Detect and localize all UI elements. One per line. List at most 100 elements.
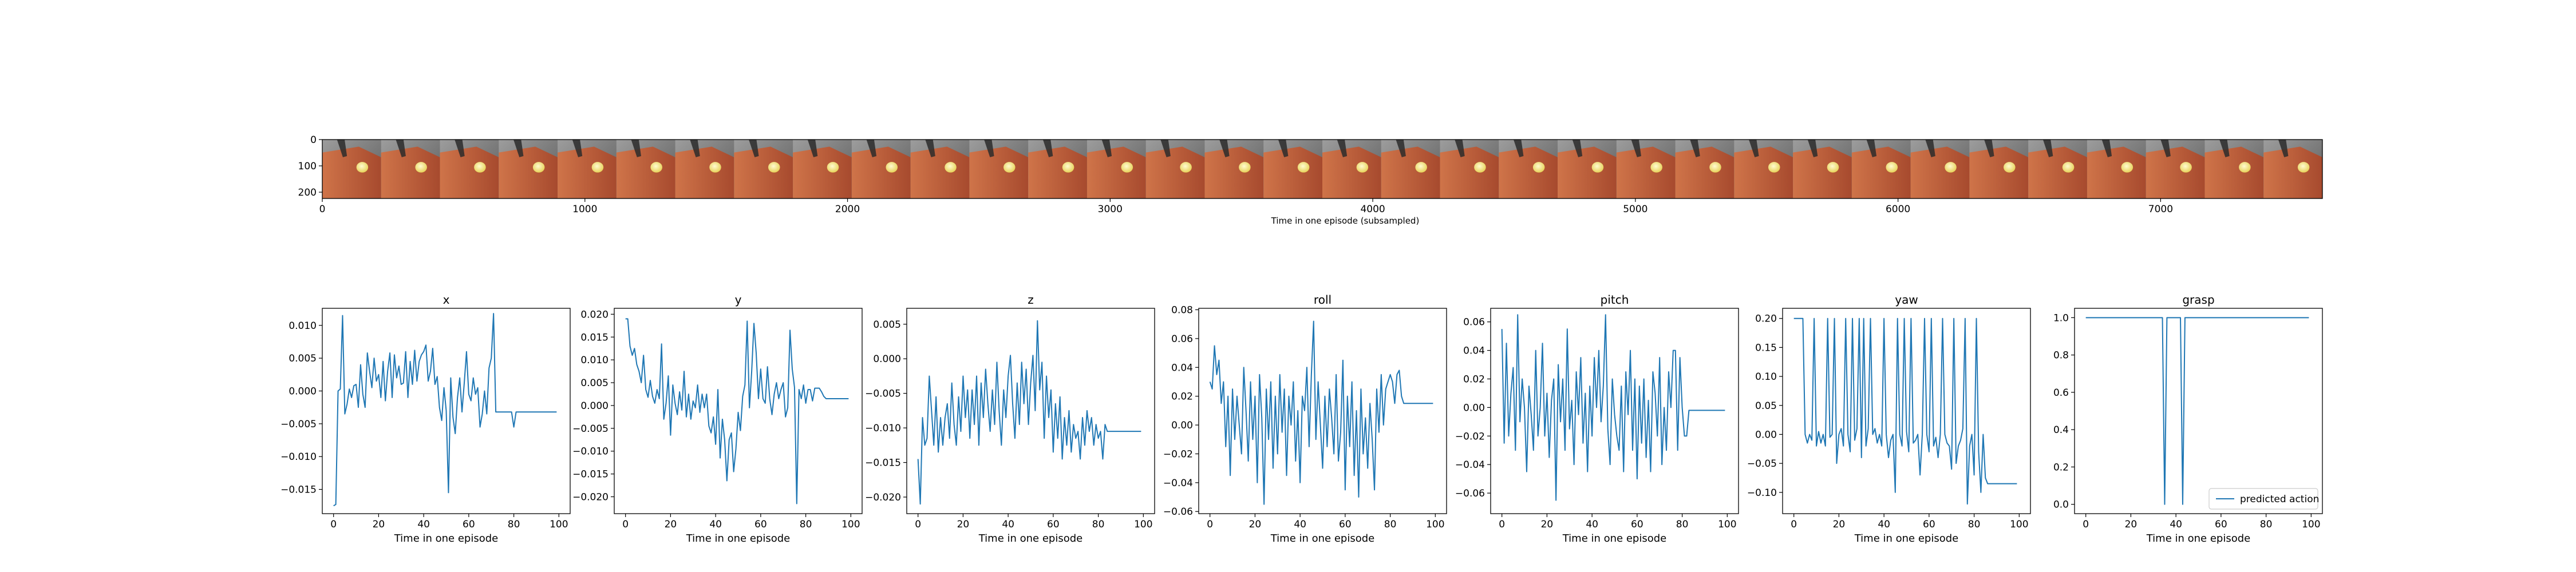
episode-frame (793, 140, 852, 198)
y-tick-label: 0.005 (580, 378, 609, 389)
series-line (625, 318, 849, 505)
y-tick-label: 0.010 (580, 355, 609, 366)
y-tick-label: 0.000 (580, 400, 609, 412)
y-tick-label: 0.000 (873, 353, 901, 365)
x-tick-label: 80 (1092, 519, 1105, 530)
panel-title: z (1028, 293, 1034, 307)
episode-frame (2204, 140, 2264, 198)
y-tick-label: 0.00 (1463, 402, 1485, 414)
plot-frame (2074, 308, 2323, 514)
legend-box (2208, 488, 2318, 510)
y-tick-label: −0.02 (1455, 431, 1485, 442)
x-tick-label: 60 (463, 519, 475, 530)
episode-frame (1793, 140, 1852, 198)
episode-frame (1263, 140, 1323, 198)
image-strip-frame-border (322, 139, 2323, 199)
y-tick-label: 0.005 (873, 319, 901, 331)
image-strip-frames (322, 140, 2323, 198)
y-tick-label: 0.02 (1463, 374, 1485, 385)
plot-frame (1198, 308, 1447, 514)
y-tick-label: 0.000 (289, 386, 317, 398)
x-tick-label: 100 (1134, 519, 1152, 530)
x-tick-label: 60 (1047, 519, 1060, 530)
episode-frame (1675, 140, 1735, 198)
y-tick-label: 0.10 (1755, 371, 1777, 383)
y-tick-label: 0.04 (1463, 345, 1485, 357)
episode-frame (675, 140, 734, 198)
y-tick-label: 0.20 (1755, 313, 1777, 325)
x-tick-label: 100 (550, 519, 568, 530)
plot-frame (1490, 308, 1739, 514)
panel-y: y 0 20 40 60 80 100 −0.020 −0.015 −0.010 −0.005 0.0… (572, 293, 863, 545)
panel-roll: roll 0 20 40 60 80 100 −0.06 −0.04 −0.02 0.00 0.02 0… (1163, 293, 1447, 545)
episode-frame (851, 140, 911, 198)
panel-z: z 0 20 40 60 80 100 −0.020 −0.015 −0.010 −0.005 0.0… (865, 293, 1155, 545)
x-tick-label: 60 (1923, 519, 1935, 530)
episode-frame (1616, 140, 1676, 198)
series-line (1501, 314, 1725, 501)
x-tick-label: 60 (2215, 519, 2227, 530)
episode-frame (1910, 140, 1970, 198)
episode-frame (1851, 140, 1911, 198)
y-tick-label: −0.020 (572, 491, 609, 503)
x-tick-label: 40 (1294, 519, 1306, 530)
episode-frame (1440, 140, 1499, 198)
y-tick-label: 0.04 (1171, 362, 1193, 374)
x-tick-label: 2000 (835, 204, 860, 215)
x-axis-label: Time in one episode (1854, 533, 1959, 545)
episode-frame (2028, 140, 2088, 198)
episode-frame (1969, 140, 2029, 198)
x-tick-label: 0 (622, 519, 629, 530)
y-tick-label: 0.0 (2053, 499, 2069, 511)
y-tick-label: 0.8 (2053, 350, 2069, 362)
series-line (2085, 317, 2309, 505)
panel-title: pitch (1601, 293, 1629, 307)
x-tick-label: 6000 (1886, 204, 1910, 215)
y-tick-label: −0.020 (865, 492, 901, 503)
y-tick-label: 0.2 (2053, 462, 2069, 473)
y-tick-label: 0.020 (580, 309, 609, 320)
episode-frame (1381, 140, 1441, 198)
y-tick-label: 0.00 (1755, 429, 1777, 440)
episode-frame (1086, 140, 1147, 198)
x-tick-label: 5000 (1623, 204, 1647, 215)
x-tick-label: 80 (800, 519, 812, 530)
y-tick-label: −0.04 (1455, 459, 1485, 471)
x-tick-label: 0 (1791, 519, 1797, 530)
x-tick-label: 20 (1833, 519, 1846, 530)
episode-frame (440, 140, 499, 198)
series-line (1209, 320, 1433, 505)
episode-frame (616, 140, 676, 198)
episode-frame (2087, 140, 2147, 198)
y-tick-label: −0.005 (572, 423, 609, 435)
x-tick-label: 0 (2083, 519, 2089, 530)
episode-frame (499, 140, 558, 198)
y-tick-label: 0.15 (1755, 342, 1777, 353)
x-axis-label: Time in one episode (978, 533, 1083, 545)
y-tick-label: −0.010 (280, 451, 317, 463)
episode-frame (1204, 140, 1264, 198)
image-strip-y-ticks: 0 100 200 (298, 134, 322, 198)
plot-frame (906, 308, 1155, 514)
y-tick-label: 0.06 (1463, 317, 1485, 328)
episode-frame (1734, 140, 1793, 198)
episode-frame (1499, 140, 1558, 198)
y-tick-label: −0.05 (1747, 458, 1777, 470)
legend: predicted action (2208, 488, 2319, 510)
x-tick-label: 20 (665, 519, 677, 530)
x-tick-label: 80 (1968, 519, 1981, 530)
x-tick-label: 40 (709, 519, 722, 530)
x-tick-label: 20 (1249, 519, 1262, 530)
x-tick-label: 100 (1718, 519, 1736, 530)
episode-frame (558, 140, 617, 198)
episode-frame (1028, 140, 1088, 198)
image-strip-x-ticks: 0 1000 2000 3000 4000 5000 6000 7000 (319, 198, 2173, 215)
panel-x: x 0 20 40 60 80 100 −0.015 −0.010 −0.005 0.000 0.00… (280, 293, 571, 545)
x-tick-label: 40 (1002, 519, 1014, 530)
panel-title: grasp (2182, 293, 2214, 307)
x-tick-label: 7000 (2148, 204, 2173, 215)
y-tick-label: 0.00 (1171, 420, 1193, 431)
y-tick-label: 0.005 (289, 353, 317, 364)
x-tick-label: 80 (1676, 519, 1689, 530)
y-tick-label: 100 (298, 161, 317, 172)
